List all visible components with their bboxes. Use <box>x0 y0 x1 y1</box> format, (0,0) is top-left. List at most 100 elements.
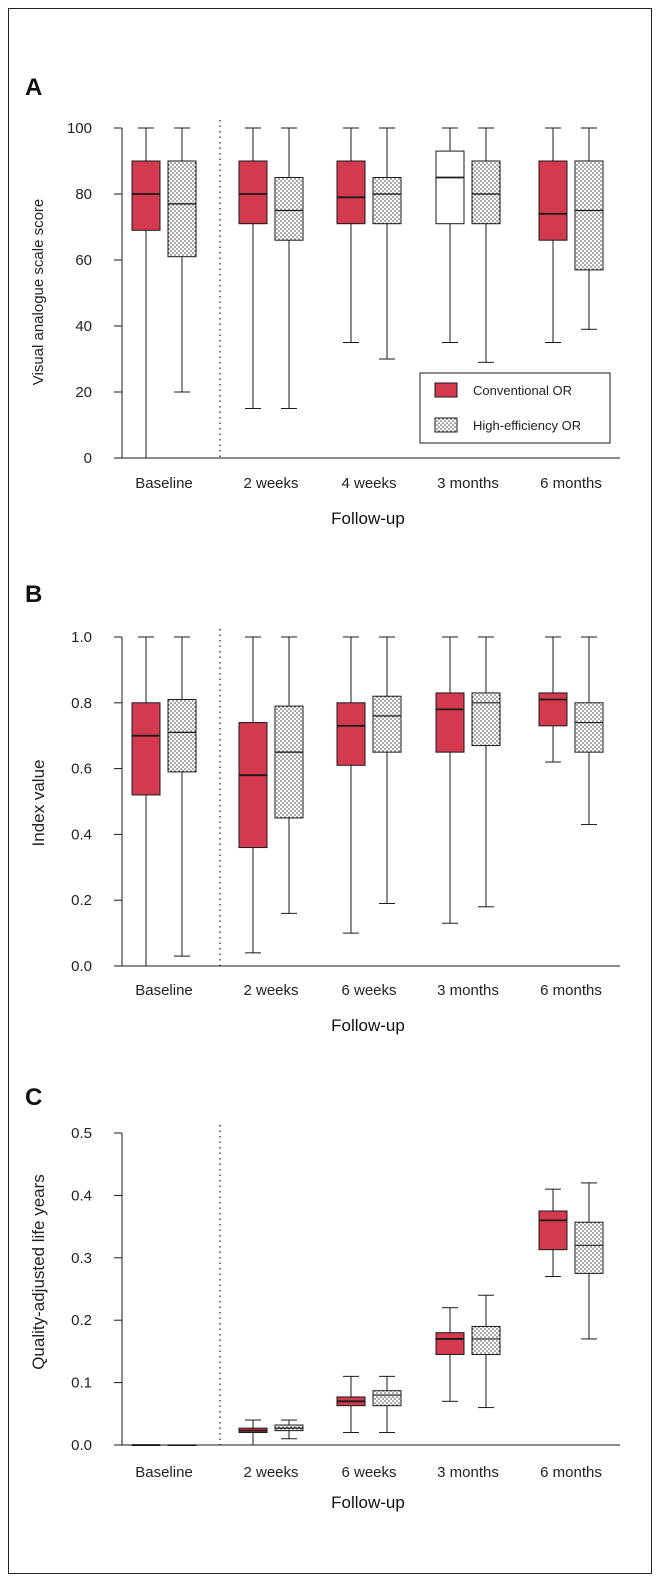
x-tick-label: 2 weeks <box>243 475 298 492</box>
box-conventional <box>336 1375 366 1434</box>
panel-c-x-axis-label: Follow-up <box>331 1493 405 1512</box>
panel-a: A Visual analogue scale score Follow-up … <box>25 74 620 528</box>
x-tick-label: 6 months <box>540 475 602 492</box>
panel-c: C Quality-adjusted life years Follow-up … <box>25 1084 620 1512</box>
y-tick-label: 40 <box>75 318 92 335</box>
box-conventional <box>538 1188 568 1278</box>
box-body <box>372 177 402 225</box>
box-body <box>238 160 268 225</box>
y-tick-label: 0.8 <box>71 695 92 712</box>
box-high-efficiency <box>274 636 304 914</box>
y-tick-label: 0.0 <box>71 958 92 975</box>
box-conventional <box>131 636 161 967</box>
box-high-efficiency <box>471 127 501 363</box>
x-tick-label: 4 weeks <box>341 475 396 492</box>
box-conventional <box>435 636 465 924</box>
legend-swatch-high-efficiency <box>434 417 458 433</box>
y-tick-label: 0.1 <box>71 1375 92 1392</box>
x-tick-label: 3 months <box>437 475 499 492</box>
x-tick-label: 2 weeks <box>243 1464 298 1481</box>
box-high-efficiency <box>574 636 604 826</box>
figure-frame <box>8 8 652 1574</box>
box-high-efficiency <box>274 127 304 409</box>
box-conventional <box>131 127 161 459</box>
box-body <box>538 160 568 241</box>
box-body <box>471 1325 501 1356</box>
panel-c-y-axis-label: Quality-adjusted life years <box>29 1174 48 1370</box>
box-body <box>131 702 161 796</box>
box-high-efficiency <box>471 636 501 908</box>
x-tick-label: 3 months <box>437 982 499 999</box>
box-high-efficiency <box>471 1294 501 1409</box>
y-tick-label: 0.4 <box>71 1187 92 1204</box>
box-conventional <box>131 1444 161 1446</box>
box-high-efficiency <box>372 636 402 904</box>
box-body <box>471 160 501 225</box>
box-body <box>574 702 604 753</box>
y-tick-label: 0.5 <box>71 1125 92 1142</box>
panel-b-plot: 0.0 0.2 0.4 0.6 0.8 1.0 Baseline 2 weeks 6 weeks… <box>71 629 620 999</box>
y-tick-label: 0 <box>84 450 92 467</box>
box-body <box>274 705 304 819</box>
box-body <box>131 160 161 231</box>
box-conventional <box>435 1307 465 1402</box>
panel-a-x-axis-label: Follow-up <box>331 509 405 528</box>
panel-letter-a: A <box>25 74 42 101</box>
panel-c-plot: 0.0 0.1 0.2 0.3 0.4 0.5 Baseline 2 weeks 6 weeks… <box>71 1125 620 1481</box>
legend-swatch-conventional <box>434 382 458 398</box>
box-conventional <box>336 127 366 343</box>
box-conventional <box>538 636 568 763</box>
box-body <box>238 722 268 849</box>
box-high-efficiency <box>574 127 604 330</box>
box-conventional <box>336 636 366 934</box>
box-body <box>336 160 366 225</box>
y-tick-label: 0.0 <box>71 1437 92 1454</box>
y-tick-label: 20 <box>75 384 92 401</box>
x-tick-label: Baseline <box>135 982 193 999</box>
legend: Conventional OR High-efficiency OR <box>419 372 611 444</box>
box-high-efficiency <box>167 127 197 393</box>
y-tick-label: 60 <box>75 252 92 269</box>
panel-letter-b: B <box>25 581 42 608</box>
x-tick-label: Baseline <box>135 1464 193 1481</box>
x-tick-label: 2 weeks <box>243 982 298 999</box>
panel-b: B Index value Follow-up 0.0 0.2 0.4 0.6 0.8 1… <box>25 581 620 1035</box>
box-conventional <box>435 127 465 343</box>
box-body <box>471 692 501 747</box>
box-conventional <box>238 1419 268 1446</box>
box-body <box>435 1332 465 1356</box>
y-tick-label: 0.2 <box>71 1312 92 1329</box>
panel-b-x-axis-label: Follow-up <box>331 1016 405 1035</box>
box-high-efficiency <box>372 1375 402 1434</box>
box-high-efficiency <box>372 127 402 360</box>
box-body <box>435 692 465 753</box>
x-tick-label: 6 weeks <box>341 982 396 999</box>
y-tick-label: 1.0 <box>71 629 92 646</box>
x-tick-label: 3 months <box>437 1464 499 1481</box>
box-body <box>167 699 197 773</box>
box-body <box>574 1221 604 1274</box>
box-body <box>274 177 304 241</box>
x-tick-label: 6 weeks <box>341 1464 396 1481</box>
box-high-efficiency <box>167 1444 197 1446</box>
box-high-efficiency <box>167 636 197 957</box>
box-body <box>435 150 465 225</box>
x-tick-label: 6 months <box>540 1464 602 1481</box>
panel-a-y-axis-label: Visual analogue scale score <box>30 199 47 386</box>
y-tick-label: 0.4 <box>71 826 92 843</box>
y-tick-label: 80 <box>75 186 92 203</box>
box-body <box>574 160 604 271</box>
box-body <box>336 702 366 766</box>
box-body <box>372 1390 402 1407</box>
box-body <box>372 695 402 753</box>
box-body <box>167 160 197 258</box>
y-tick-label: 0.2 <box>71 892 92 909</box>
panel-b-y-axis-label: Index value <box>29 760 48 847</box>
panel-letter-c: C <box>25 1084 42 1111</box>
legend-label-high-efficiency: High-efficiency OR <box>473 418 581 433</box>
y-tick-label: 100 <box>67 120 92 137</box>
x-tick-label: Baseline <box>135 475 193 492</box>
box-body <box>538 1210 568 1251</box>
y-tick-label: 0.6 <box>71 761 92 778</box>
